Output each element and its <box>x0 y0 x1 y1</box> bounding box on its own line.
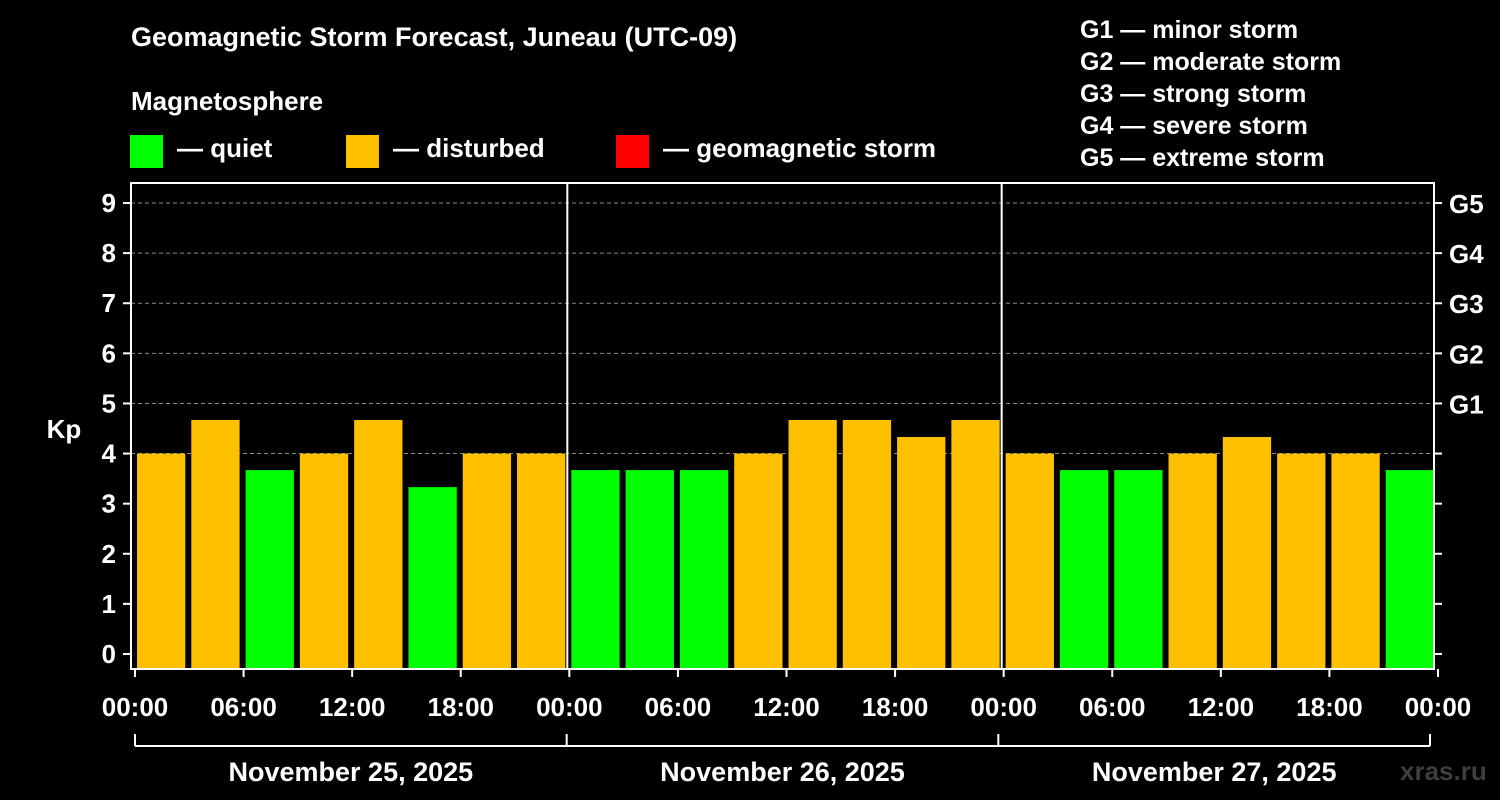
y-axis-label: Kp <box>47 414 82 444</box>
kp-bar <box>1331 453 1380 669</box>
x-tick-label: 18:00 <box>428 692 495 722</box>
kp-bar <box>245 470 294 669</box>
kp-bar <box>137 453 186 669</box>
kp-bar <box>951 419 1000 669</box>
storm-level-g3: G3 — strong storm <box>1080 80 1307 108</box>
kp-bar <box>1005 453 1054 669</box>
y-tick-label: 5 <box>102 388 116 418</box>
legend-item-disturbed: — disturbed <box>346 132 545 168</box>
x-tick-label: 18:00 <box>862 692 929 722</box>
x-tick-label: 00:00 <box>536 692 603 722</box>
legend-swatch-quiet <box>130 134 163 168</box>
y-tick-label: 0 <box>102 639 116 669</box>
kp-bar <box>571 470 620 669</box>
x-tick-label: 06:00 <box>645 692 712 722</box>
legend-swatch-disturbed <box>346 134 379 168</box>
storm-level-g5: G5 — extreme storm <box>1080 144 1325 172</box>
x-tick-label: 00:00 <box>970 692 1037 722</box>
watermark: xras.ru <box>1400 756 1487 786</box>
x-tick-label: 06:00 <box>210 692 277 722</box>
g-level-label: G5 <box>1449 189 1484 219</box>
x-tick-label: 12:00 <box>319 692 386 722</box>
kp-bar <box>625 470 674 669</box>
y-tick-label: 6 <box>102 338 116 368</box>
kp-bar <box>517 453 566 669</box>
y-tick-label: 2 <box>102 539 116 569</box>
x-tick-label: 12:00 <box>753 692 820 722</box>
day-label: November 25, 2025 <box>229 757 474 787</box>
plot-frame <box>130 182 1435 670</box>
day-label: November 27, 2025 <box>1092 757 1337 787</box>
kp-bar <box>1059 470 1109 669</box>
x-tick-label: 00:00 <box>1405 692 1472 722</box>
storm-level-g2: G2 — moderate storm <box>1080 48 1342 76</box>
kp-bar <box>679 470 729 669</box>
kp-bar <box>408 487 457 669</box>
legend-swatch-storm <box>616 134 649 168</box>
storm-level-g1: G1 — minor storm <box>1080 16 1299 44</box>
storm-level-g4: G4 — severe storm <box>1080 112 1308 140</box>
legend-label-disturbed: — disturbed <box>393 132 545 163</box>
kp-bar <box>788 419 837 669</box>
kp-bar <box>1114 470 1163 669</box>
g-level-label: G3 <box>1449 289 1484 319</box>
kp-bar <box>1168 453 1217 669</box>
kp-bar <box>354 419 403 669</box>
kp-bar <box>191 419 240 669</box>
kp-bar <box>1277 453 1326 669</box>
day-label: November 26, 2025 <box>660 757 905 787</box>
g-level-label: G4 <box>1449 239 1484 269</box>
x-tick-label: 18:00 <box>1296 692 1363 722</box>
kp-bar <box>734 453 783 669</box>
x-tick-label: 12:00 <box>1188 692 1255 722</box>
kp-bar <box>1222 437 1272 669</box>
g-level-label: G1 <box>1449 389 1484 419</box>
legend-item-quiet: — quiet <box>130 132 273 168</box>
y-tick-label: 9 <box>102 188 116 218</box>
kp-bar <box>462 453 512 669</box>
chart-title: Geomagnetic Storm Forecast, Juneau (UTC-… <box>131 22 738 52</box>
y-tick-label: 8 <box>102 238 116 268</box>
kp-bar <box>897 437 946 669</box>
legend-item-storm: — geomagnetic storm <box>616 132 937 168</box>
y-tick-label: 3 <box>102 489 116 519</box>
kp-bar <box>1385 470 1434 669</box>
legend-label-storm: — geomagnetic storm <box>663 132 937 163</box>
x-tick-label: 00:00 <box>102 692 169 722</box>
storm-level-list: G1 — minor storm G2 — moderate storm G3 … <box>1080 14 1341 174</box>
g-level-label: G2 <box>1449 339 1484 369</box>
y-tick-label: 7 <box>102 288 116 318</box>
kp-bar <box>842 419 892 669</box>
x-tick-label: 06:00 <box>1079 692 1146 722</box>
y-tick-label: 4 <box>102 439 117 469</box>
legend-heading: Magnetosphere <box>131 86 324 116</box>
legend-label-quiet: — quiet <box>177 132 273 163</box>
y-tick-label: 1 <box>102 589 116 619</box>
kp-bar <box>299 453 349 669</box>
